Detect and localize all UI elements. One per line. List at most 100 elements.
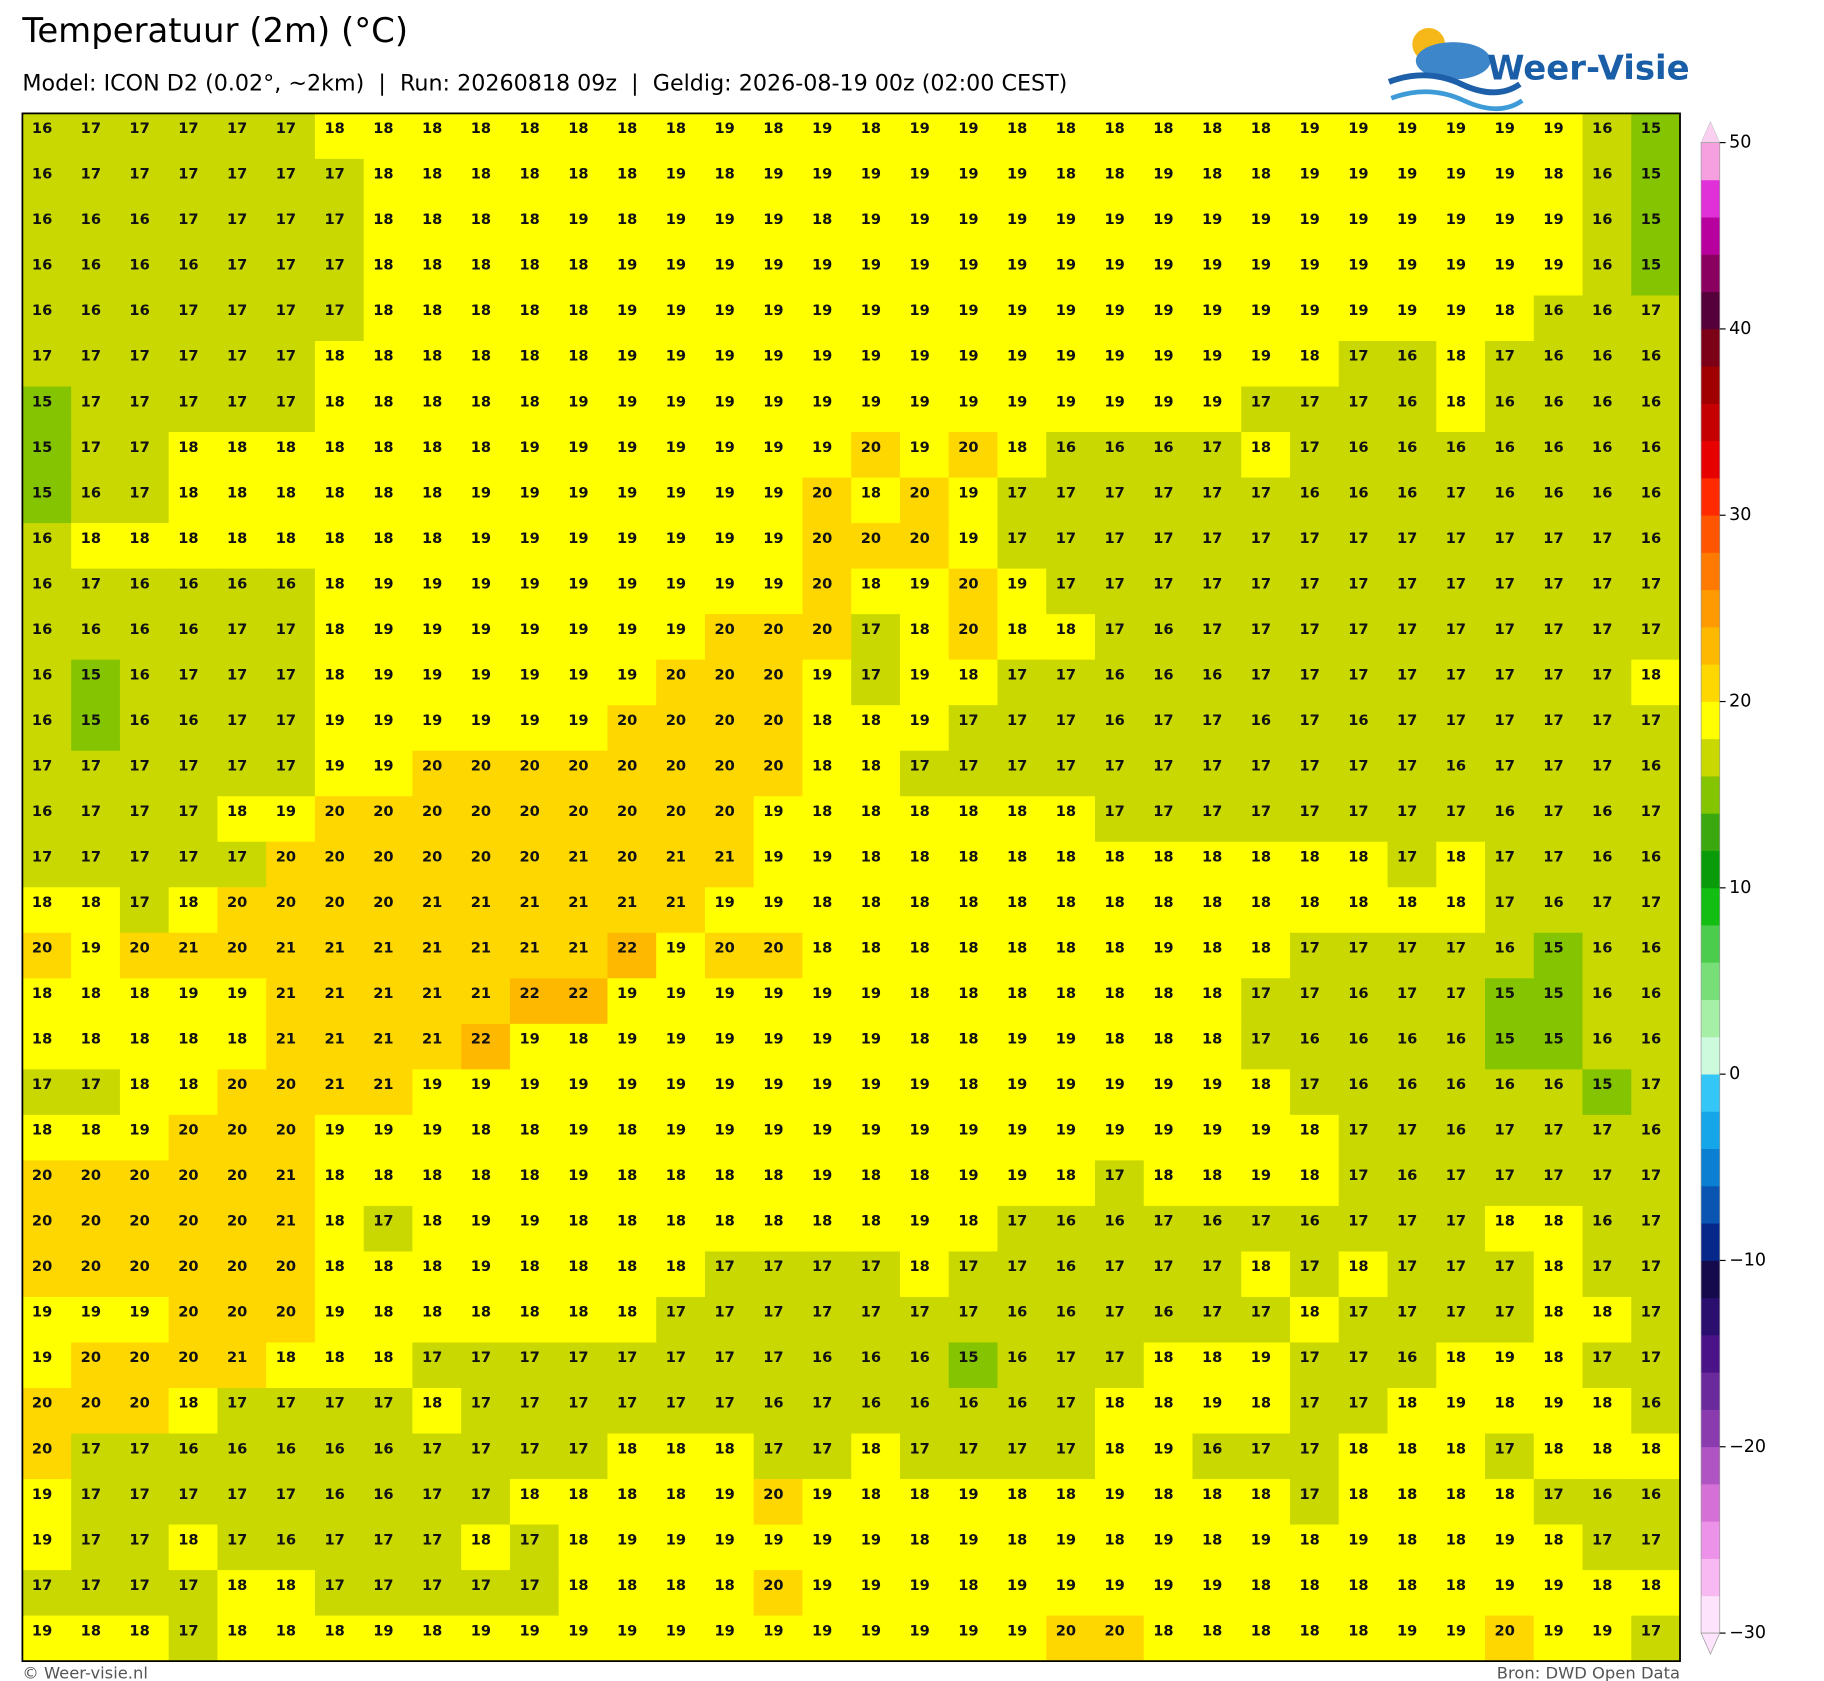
cell-value: 18 bbox=[1105, 894, 1125, 911]
cell bbox=[802, 295, 852, 342]
cell bbox=[1436, 705, 1486, 752]
cell-value: 19 bbox=[617, 985, 637, 1002]
cell-value: 20 bbox=[129, 1395, 149, 1412]
cell-value: 17 bbox=[1446, 803, 1466, 820]
cell bbox=[1094, 295, 1145, 342]
cell-value: 17 bbox=[1153, 575, 1173, 592]
cell bbox=[168, 568, 219, 615]
cell-value: 18 bbox=[1300, 348, 1320, 365]
cell-value: 20 bbox=[276, 894, 296, 911]
cell-value: 20 bbox=[714, 621, 734, 638]
cell-value: 16 bbox=[1641, 530, 1661, 547]
cell-value: 18 bbox=[1105, 120, 1125, 137]
subtitle: Model: ICON D2 (0.02°, ~2km) | Run: 2026… bbox=[22, 71, 1067, 97]
cell-value: 18 bbox=[519, 348, 539, 365]
cell-value: 19 bbox=[324, 757, 344, 774]
cell bbox=[1241, 659, 1291, 706]
cell bbox=[851, 432, 901, 479]
cell-value: 17 bbox=[178, 302, 198, 319]
cell-value: 17 bbox=[1202, 484, 1222, 501]
cell-value: 16 bbox=[1348, 985, 1368, 1002]
cell-value: 18 bbox=[666, 1440, 686, 1457]
cell bbox=[363, 158, 414, 206]
cell-value: 20 bbox=[861, 530, 881, 547]
cell-value: 19 bbox=[519, 1213, 539, 1230]
cell bbox=[607, 614, 657, 661]
cell-value: 19 bbox=[861, 348, 881, 365]
cell-value: 17 bbox=[178, 757, 198, 774]
cell-value: 16 bbox=[1592, 257, 1612, 274]
cell-value: 16 bbox=[373, 1486, 393, 1503]
cell-value: 19 bbox=[1397, 166, 1417, 183]
cell-value: 18 bbox=[422, 439, 442, 456]
cell-value: 19 bbox=[763, 211, 783, 228]
cell-value: 19 bbox=[763, 166, 783, 183]
cell-value: 16 bbox=[276, 575, 296, 592]
cell-value: 17 bbox=[422, 1349, 442, 1366]
cell bbox=[1338, 523, 1389, 570]
cell-value: 17 bbox=[1300, 621, 1320, 638]
cell-value: 17 bbox=[471, 1486, 491, 1503]
cell bbox=[1241, 568, 1291, 615]
cell-value: 17 bbox=[276, 302, 296, 319]
cell-value: 19 bbox=[422, 712, 442, 729]
cell-value: 18 bbox=[324, 621, 344, 638]
cell bbox=[363, 386, 414, 433]
cell bbox=[948, 750, 999, 797]
cell bbox=[168, 204, 219, 251]
cell-value: 19 bbox=[1543, 120, 1563, 137]
cell-value: 18 bbox=[1202, 1486, 1222, 1503]
cell-value: 18 bbox=[1153, 120, 1173, 137]
cell-value: 17 bbox=[422, 1531, 442, 1548]
cell-value: 19 bbox=[812, 1577, 832, 1594]
cell bbox=[461, 158, 511, 206]
cell-value: 17 bbox=[1641, 1622, 1661, 1639]
colorbar-band bbox=[1701, 1185, 1720, 1224]
cell bbox=[168, 249, 219, 297]
cell bbox=[899, 249, 950, 297]
cell-value: 18 bbox=[1251, 439, 1271, 456]
cell-value: 19 bbox=[617, 666, 637, 683]
cell bbox=[266, 386, 316, 433]
cell bbox=[1387, 204, 1437, 251]
cell-value: 18 bbox=[1446, 1349, 1466, 1366]
cell bbox=[1143, 249, 1194, 297]
cell-value: 18 bbox=[373, 1258, 393, 1275]
cell bbox=[1289, 113, 1340, 160]
cell-value: 17 bbox=[519, 1531, 539, 1548]
cell-value: 18 bbox=[958, 1076, 978, 1093]
cell-value: 18 bbox=[373, 1167, 393, 1184]
cell-value: 19 bbox=[666, 940, 686, 957]
cell-value: 20 bbox=[129, 940, 149, 957]
cell bbox=[1143, 113, 1194, 160]
cell-value: 17 bbox=[1007, 666, 1027, 683]
cell-value: 19 bbox=[1153, 1531, 1173, 1548]
cell-value: 16 bbox=[1446, 1122, 1466, 1139]
cell-value: 19 bbox=[519, 575, 539, 592]
cell-value: 19 bbox=[471, 1213, 491, 1230]
cell-value: 18 bbox=[666, 1213, 686, 1230]
cell bbox=[71, 295, 121, 342]
cell-value: 18 bbox=[568, 1213, 588, 1230]
cell-value: 17 bbox=[1007, 757, 1027, 774]
cell-value: 16 bbox=[812, 1349, 832, 1366]
colorbar-band bbox=[1701, 1297, 1720, 1336]
cell-value: 21 bbox=[276, 1031, 296, 1048]
cell bbox=[314, 204, 365, 251]
cell bbox=[1436, 432, 1486, 479]
cell-value: 18 bbox=[1348, 1440, 1368, 1457]
cell bbox=[266, 158, 316, 206]
cell bbox=[1387, 249, 1437, 297]
cell-value: 18 bbox=[617, 1304, 637, 1321]
cell-value: 16 bbox=[1495, 803, 1515, 820]
cell bbox=[1387, 113, 1437, 160]
cell-value: 17 bbox=[1300, 1076, 1320, 1093]
colorbar-band bbox=[1701, 179, 1720, 218]
cell-value: 19 bbox=[1300, 120, 1320, 137]
cell bbox=[412, 249, 462, 297]
cell bbox=[1241, 340, 1291, 388]
cell bbox=[168, 340, 219, 388]
cell-value: 16 bbox=[1592, 1486, 1612, 1503]
cell-value: 19 bbox=[958, 211, 978, 228]
cell-value: 16 bbox=[1641, 348, 1661, 365]
